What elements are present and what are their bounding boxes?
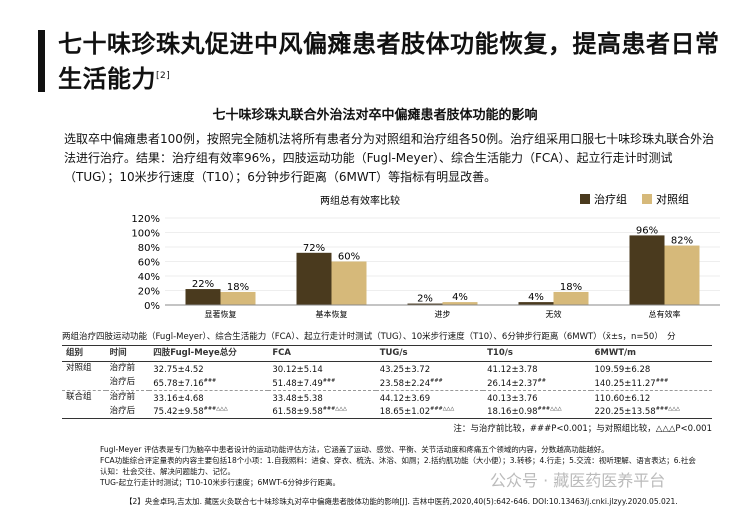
data-label: 72% [303,243,325,254]
value-cell: 33.16±4.68 [149,389,269,405]
data-label: 22% [192,279,214,290]
value-cell: 33.48±5.38 [268,389,376,405]
title-text: 七十味珍珠丸促进中风偏瘫患者肢体功能恢复，提高患者日常生活能力 [58,30,720,93]
value-cell: 43.25±3.72 [379,364,431,375]
footnotes: Fugl-Meyer 评估表是专门为脑卒中患者设计的运动功能评估方法，它涵盖了运… [100,444,700,488]
citation-mark: [2] [156,71,171,81]
bar-control [442,302,478,305]
bar-treatment [296,252,332,305]
value-cell: 61.58±9.58###△△△ [268,404,376,420]
header-cell: 组别 [62,345,106,362]
data-label: 18% [560,282,582,293]
value-cell: 109.59±6.28 [594,364,651,375]
table-header-row: 组别 时间 四肢Fugl-Meye总分 FCA TUG/s T10/s 6MWT… [62,345,712,362]
x-tick-label: 无效 [546,309,562,319]
watermark: 公众号 · 藏医药医养平台 [490,471,666,490]
value-cell: 23.58±2.24### [379,377,443,389]
header-cell: 6MWT/m [590,345,712,362]
reference: 【2】央金卓玛,吉太加. 藏医火灸联合七十味珍珠丸对卒中偏瘫患者肢体功能的影响[… [125,497,678,506]
footnote: Fugl-Meyer 评估表是专门为脑卒中患者设计的运动功能评估方法，它涵盖了运… [100,445,609,454]
value-cell: 44.12±3.69 [375,389,484,405]
table-row: 对照组 治疗前 32.75±4.52 30.12±5.14 43.25±3.72 41.1… [62,362,712,376]
value-cell: 18.65±1.02###△△△ [375,404,484,420]
page-title: 七十味珍珠丸促进中风偏瘫患者肢体功能恢复，提高患者日常生活能力[2] [58,28,738,95]
time-cell: 治疗前 [105,389,150,405]
summary-paragraph: 选取卒中偏瘫患者100例，按照完全随机法将所有患者分为对照组和治疗组各50例。治… [64,132,715,184]
value-cell: 26.14±2.37## [487,377,546,389]
y-tick-label: 60% [138,258,160,269]
y-tick-label: 0% [144,301,160,312]
x-tick-label: 进步 [435,310,451,319]
data-label: 18% [227,282,249,293]
value-cell: 110.60±6.12 [590,389,712,405]
bar-treatment [518,302,554,305]
y-tick-label: 100% [131,229,160,240]
y-tick-label: 40% [138,272,160,283]
x-tick-label: 总有效率 [649,309,681,319]
group-cell: 联合组 [62,389,106,405]
group-cell [62,404,106,420]
x-tick-label: 显著恢复 [205,309,237,319]
header-cell: TUG/s [375,345,484,362]
bar-treatment [629,235,665,305]
x-tick-label: 基本恢复 [316,309,348,319]
y-tick-label: 20% [138,287,160,298]
value-cell: 30.12±5.14 [272,364,323,375]
value-cell: 65.78±7.16### [153,377,217,389]
value-cell: 220.25±13.58###△△△ [590,404,712,420]
data-label: 4% [528,292,544,303]
table-row: 联合组 治疗前 33.16±4.68 33.48±5.38 44.12±3.69 40.1… [62,389,712,405]
value-cell: 51.48±7.49### [272,377,336,389]
group-cell: 对照组 [66,363,92,374]
title-accent-bar [38,30,45,92]
data-label: 96% [636,225,658,236]
bar-treatment [185,289,221,305]
bar-treatment [407,303,443,305]
bar-control [664,245,700,305]
legend-label: 治疗组 [594,192,627,206]
footnote: TUG-起立行走计时测试；T10-10米步行速度；6MWT-6分钟步行距离。 [100,478,340,487]
table-caption: 两组治疗四肢运动功能（Fugl-Meyer）、综合生活能力（FCA）、起立行走计… [62,332,676,342]
table-row: 治疗后 75.42±9.58###△△△ 61.58±9.58###△△△ 18.65… [62,404,712,420]
footnote: FCA功能综合评定量表的内容主要包括18个小项：1.自我照料：进食、穿衣、梳洗、… [100,456,696,476]
time-cell: 治疗后 [105,404,150,420]
table-note: 注：与治疗前比较，###P<0.001；与对照组比较，△△△P<0.001 [453,424,712,435]
y-tick-label: 120% [131,214,160,225]
bar-control [331,261,367,305]
time-cell: 治疗后 [109,377,136,388]
legend-swatch [642,194,652,204]
value-cell: 32.75±4.52 [153,364,204,375]
efficacy-bar-chart: 两组总有效率比较 0% 20% 40% 60% 80% 100% 120% 22% 18% 显著恢复… [131,192,720,319]
value-cell: 41.12±3.78 [487,364,538,375]
results-table: 两组治疗四肢运动功能（Fugl-Meyer）、综合生活能力（FCA）、起立行走计… [62,330,712,434]
y-tick-label: 80% [138,243,160,254]
section-subtitle: 七十味珍珠丸联合外治法对卒中偏瘫患者肢体功能的影响 [212,108,538,123]
legend-swatch [580,194,590,204]
data-label: 4% [452,292,468,303]
group-cell [62,376,106,390]
header-cell: 时间 [105,345,150,362]
data-label: 2% [417,294,433,305]
value-cell: 75.42±9.58###△△△ [149,404,269,420]
value-cell: 40.13±3.76 [483,389,591,405]
bar-control [220,291,256,305]
data-label: 60% [338,252,360,263]
bar-control [553,291,589,305]
table-row: 治疗后 65.78±7.16### 51.48±7.49### 23.58±2.24#… [62,376,712,390]
time-cell: 治疗前 [109,363,136,374]
data-label: 82% [671,236,693,247]
header-cell: 四肢Fugl-Meye总分 [149,345,269,362]
value-cell: 18.16±0.98###△△△ [483,404,591,420]
legend-label: 对照组 [656,192,689,206]
value-cell: 140.25±11.27### [594,377,669,389]
header-cell: FCA [268,345,376,362]
chart-title: 两组总有效率比较 [320,194,400,207]
header-cell: T10/s [483,345,591,362]
